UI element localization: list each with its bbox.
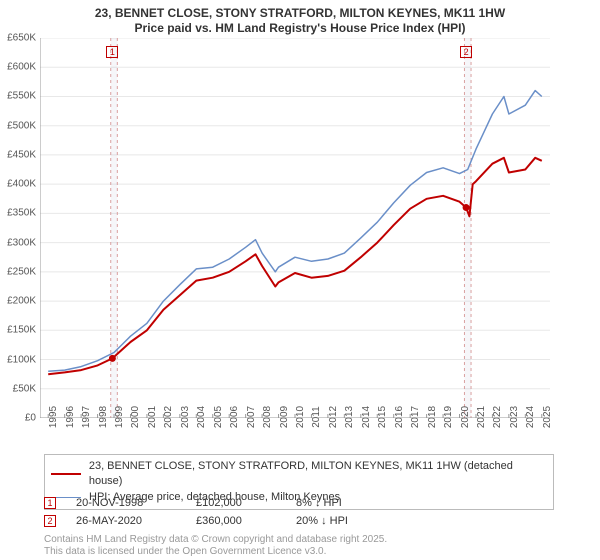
x-tick-label: 1996	[65, 406, 76, 428]
copyright-text: Contains HM Land Registry data © Crown c…	[44, 534, 387, 557]
y-tick-label: £200K	[7, 296, 36, 307]
sale-marker-1: 1	[106, 46, 118, 58]
x-tick-label: 1999	[114, 406, 125, 428]
sale-date: 20-NOV-1998	[76, 497, 176, 509]
y-tick-label: £500K	[7, 120, 36, 131]
x-tick-label: 2018	[427, 406, 438, 428]
y-tick-label: £50K	[13, 383, 36, 394]
title-block: 23, BENNET CLOSE, STONY STRATFORD, MILTO…	[0, 0, 600, 38]
y-tick-label: £0	[25, 413, 36, 424]
x-tick-label: 2004	[196, 406, 207, 428]
y-tick-label: £150K	[7, 325, 36, 336]
x-tick-label: 2020	[460, 406, 471, 428]
chart-container: 23, BENNET CLOSE, STONY STRATFORD, MILTO…	[0, 0, 600, 560]
sale-price: £360,000	[196, 515, 276, 527]
x-tick-label: 2008	[262, 406, 273, 428]
chart-svg	[40, 38, 550, 418]
sale-marker-box: 2	[44, 515, 56, 527]
sale-marker-2: 2	[460, 46, 472, 58]
y-tick-label: £100K	[7, 354, 36, 365]
y-axis-labels: £0£50K£100K£150K£200K£250K£300K£350K£400…	[0, 38, 38, 418]
legend-swatch-1	[51, 473, 81, 475]
legend-text-1: 23, BENNET CLOSE, STONY STRATFORD, MILTO…	[89, 459, 547, 490]
copyright-line-2: This data is licensed under the Open Gov…	[44, 546, 387, 558]
x-tick-label: 2017	[410, 406, 421, 428]
y-tick-label: £650K	[7, 33, 36, 44]
y-tick-label: £400K	[7, 179, 36, 190]
x-tick-label: 2023	[509, 406, 520, 428]
legend-row-1: 23, BENNET CLOSE, STONY STRATFORD, MILTO…	[51, 459, 547, 490]
x-tick-label: 2003	[180, 406, 191, 428]
x-tick-label: 2010	[295, 406, 306, 428]
sale-date: 26-MAY-2020	[76, 515, 176, 527]
y-tick-label: £300K	[7, 237, 36, 248]
x-tick-label: 1995	[48, 406, 59, 428]
copyright-line-1: Contains HM Land Registry data © Crown c…	[44, 534, 387, 546]
sale-row-2: 2 26-MAY-2020 £360,000 20% ↓ HPI	[44, 512, 554, 530]
title-line-1: 23, BENNET CLOSE, STONY STRATFORD, MILTO…	[10, 6, 590, 21]
x-tick-label: 2012	[328, 406, 339, 428]
sale-vs-hpi: 8% ↓ HPI	[296, 497, 416, 509]
x-tick-label: 2001	[147, 406, 158, 428]
x-tick-label: 2019	[443, 406, 454, 428]
x-tick-label: 2011	[311, 406, 322, 428]
y-tick-label: £250K	[7, 266, 36, 277]
x-tick-label: 2025	[542, 406, 553, 428]
x-tick-label: 2015	[377, 406, 388, 428]
x-axis-labels: 1995199619971998199920002001200220032004…	[40, 412, 550, 442]
y-tick-label: £350K	[7, 208, 36, 219]
chart-plot-area: £0£50K£100K£150K£200K£250K£300K£350K£400…	[40, 38, 600, 418]
sale-records: 1 20-NOV-1998 £102,000 8% ↓ HPI 2 26-MAY-2020…	[44, 494, 554, 530]
x-tick-label: 1997	[81, 406, 92, 428]
y-tick-label: £450K	[7, 149, 36, 160]
x-tick-label: 2022	[492, 406, 503, 428]
sale-price: £102,000	[196, 497, 276, 509]
y-tick-label: £600K	[7, 62, 36, 73]
x-tick-label: 2009	[279, 406, 290, 428]
x-tick-label: 2007	[246, 406, 257, 428]
x-tick-label: 2000	[130, 406, 141, 428]
x-tick-label: 2006	[229, 406, 240, 428]
title-line-2: Price paid vs. HM Land Registry's House …	[10, 21, 590, 36]
x-tick-label: 2024	[525, 406, 536, 428]
x-tick-label: 2016	[394, 406, 405, 428]
x-tick-label: 2014	[361, 406, 372, 428]
x-tick-label: 2021	[476, 406, 487, 428]
y-tick-label: £550K	[7, 91, 36, 102]
sale-marker-box: 1	[44, 497, 56, 509]
sale-vs-hpi: 20% ↓ HPI	[296, 515, 416, 527]
x-tick-label: 2005	[213, 406, 224, 428]
sale-row-1: 1 20-NOV-1998 £102,000 8% ↓ HPI	[44, 494, 554, 512]
x-tick-label: 1998	[98, 406, 109, 428]
x-tick-label: 2013	[344, 406, 355, 428]
x-tick-label: 2002	[163, 406, 174, 428]
